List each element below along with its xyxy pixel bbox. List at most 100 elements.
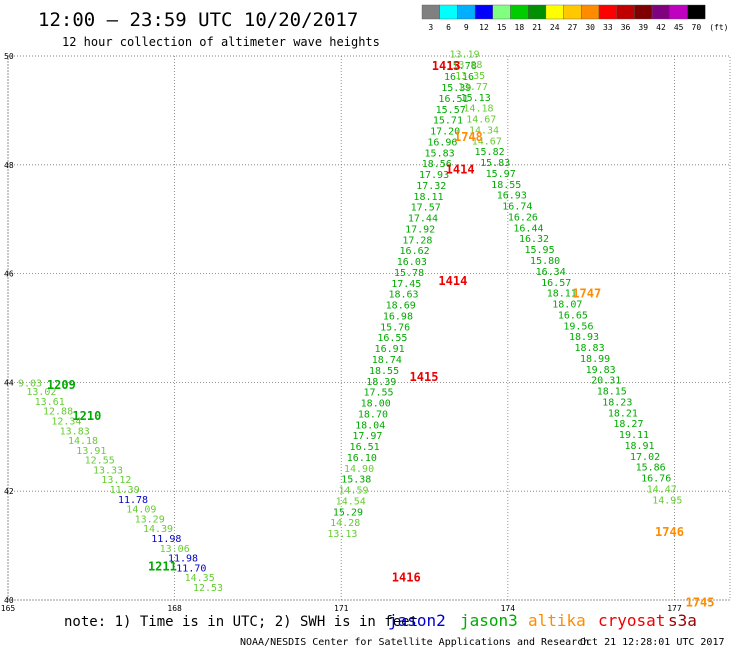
swh-value-label: 18.83 <box>574 343 604 354</box>
scale-swatch-24 <box>545 4 564 20</box>
scale-swatch-12 <box>474 4 494 20</box>
swh-value-label: 15.82 <box>475 147 505 158</box>
swh-value-label: 15.80 <box>530 256 560 267</box>
swh-value-label: 18.63 <box>388 290 418 301</box>
chart-title: 12:00 – 23:59 UTC 10/20/2017 <box>38 9 358 31</box>
scale-label-30: 30 <box>585 23 595 32</box>
swh-value-label: 15.57 <box>436 105 466 116</box>
scale-unit-label: (ft) <box>709 23 728 32</box>
swh-value-label: 14.95 <box>652 495 682 506</box>
swh-value-label: 14.35 <box>185 573 215 584</box>
swh-value-label: 18.04 <box>355 420 385 431</box>
swh-value-label: 11.98 <box>151 534 181 545</box>
scale-swatch-33 <box>598 4 617 20</box>
satellite-legend-altika: altika <box>528 611 586 630</box>
scale-label-39: 39 <box>638 23 648 32</box>
swh-value-label: 16.96 <box>427 137 457 148</box>
swh-value-label: 15.83 <box>480 158 510 169</box>
y-tick-label: 46 <box>4 270 14 279</box>
scale-swatch-27 <box>563 4 582 20</box>
swh-value-label: 13.77 <box>458 82 488 93</box>
swh-value-label: 17.97 <box>352 431 382 442</box>
y-tick-label: 40 <box>4 596 14 605</box>
swh-value-label: 18.70 <box>358 409 388 420</box>
swh-value-label: 12.34 <box>51 416 81 427</box>
swh-value-label: 14.18 <box>463 104 493 115</box>
swh-value-label: 14.90 <box>344 464 374 475</box>
y-tick-label: 50 <box>4 52 14 61</box>
swh-value-label: 14.67 <box>472 136 502 147</box>
scale-swatch-15 <box>492 4 511 20</box>
swh-value-label: 12.55 <box>85 456 115 467</box>
swh-value-label: 14.67 <box>466 115 496 126</box>
swh-value-label: 18.69 <box>386 301 416 312</box>
pass-time-label: 1746 <box>655 525 684 539</box>
satellite-legend-cryosat: cryosat <box>598 611 665 630</box>
swh-value-label: 16.34 <box>536 267 566 278</box>
y-tick-label: 48 <box>4 161 14 170</box>
swh-value-label: 14.39 <box>143 524 173 535</box>
scale-swatch-30 <box>581 4 600 20</box>
swh-value-label: 19.11 <box>619 430 649 441</box>
swh-value-label: 18.21 <box>608 408 638 419</box>
scale-swatch-3 <box>421 4 440 20</box>
swh-value-label: 16.32 <box>519 234 549 245</box>
scale-swatch-39 <box>634 4 653 20</box>
swh-value-label: 15.71 <box>433 116 463 127</box>
swh-observations: 9.0313.0213.6112.8812.3413.8314.1813.911… <box>18 49 682 594</box>
scale-label-6: 6 <box>446 23 451 32</box>
satellite-legend-jason2: jason2 <box>388 611 446 630</box>
swh-value-label: 15.78 <box>394 268 424 279</box>
scale-label-36: 36 <box>621 23 631 32</box>
swh-value-label: 11.70 <box>176 563 206 574</box>
swh-value-label: 18.39 <box>366 377 396 388</box>
satellite-legend-s3a: s3a <box>668 611 697 630</box>
swh-value-label: 16.76 <box>641 474 671 485</box>
scale-label-3: 3 <box>428 23 433 32</box>
axis-tick-labels: 165 168 171 174 177 40 42 44 46 48 50 <box>1 52 682 613</box>
scale-swatch-45 <box>669 4 688 20</box>
pass-time-label: 1211 <box>148 560 177 574</box>
swh-value-label: 11.98 <box>168 554 198 565</box>
x-tick-label: 171 <box>334 604 349 613</box>
scale-swatch-36 <box>616 4 635 20</box>
swh-value-label: 17.32 <box>416 181 446 192</box>
swh-value-label: 16.57 <box>541 278 571 289</box>
footer-note: note: 1) Time is in UTC; 2) SWH is in fe… <box>64 614 418 630</box>
scale-swatch-6 <box>439 4 458 20</box>
swh-value-label: 17.20 <box>430 127 460 138</box>
swh-value-label: 14.09 <box>126 505 156 516</box>
swh-value-label: 13.35 <box>455 71 485 82</box>
swh-value-label: 18.74 <box>372 355 402 366</box>
pass-time-labels: 1413 1748 1414 1414 1747 1415 1209 1210 1746 1211… <box>47 59 715 609</box>
footer-credit: NOAA/NESDIS Center for Satellite Applica… <box>240 637 589 648</box>
pass-time-label: 1210 <box>72 409 101 423</box>
swh-value-label: 20.31 <box>591 376 621 387</box>
swh-value-label: 15.39 <box>441 83 471 94</box>
swh-value-label: 11.39 <box>110 485 140 496</box>
scale-label-27: 27 <box>568 23 578 32</box>
pass-time-label: 1209 <box>47 378 76 392</box>
swh-value-label: 12.53 <box>193 583 223 594</box>
swh-value-label: 18.07 <box>552 300 582 311</box>
x-tick-label: 168 <box>167 604 182 613</box>
swh-value-label: 17.28 <box>402 235 432 246</box>
swh-value-label: 16.16 <box>444 72 474 83</box>
swh-value-label: 15.13 <box>461 93 491 104</box>
swh-value-label: 18.99 <box>580 354 610 365</box>
scale-label-70: 70 <box>692 23 702 32</box>
swh-value-label: 16.98 <box>383 311 413 322</box>
swh-value-label: 19.83 <box>586 365 616 376</box>
x-tick-label: 174 <box>501 604 516 613</box>
swh-value-label: 16.74 <box>502 202 532 213</box>
scale-label-9: 9 <box>464 23 469 32</box>
swh-value-label: 13.88 <box>452 60 482 71</box>
swh-value-label: 18.55 <box>369 366 399 377</box>
swh-value-label: 13.83 <box>60 426 90 437</box>
swh-value-label: 14.47 <box>647 484 677 495</box>
pass-time-label: 1416 <box>392 571 421 585</box>
swh-value-label: 18.15 <box>597 387 627 398</box>
scale-swatch-70 <box>687 4 706 20</box>
swh-value-label: 18.27 <box>613 419 643 430</box>
swh-value-label: 18.93 <box>569 332 599 343</box>
